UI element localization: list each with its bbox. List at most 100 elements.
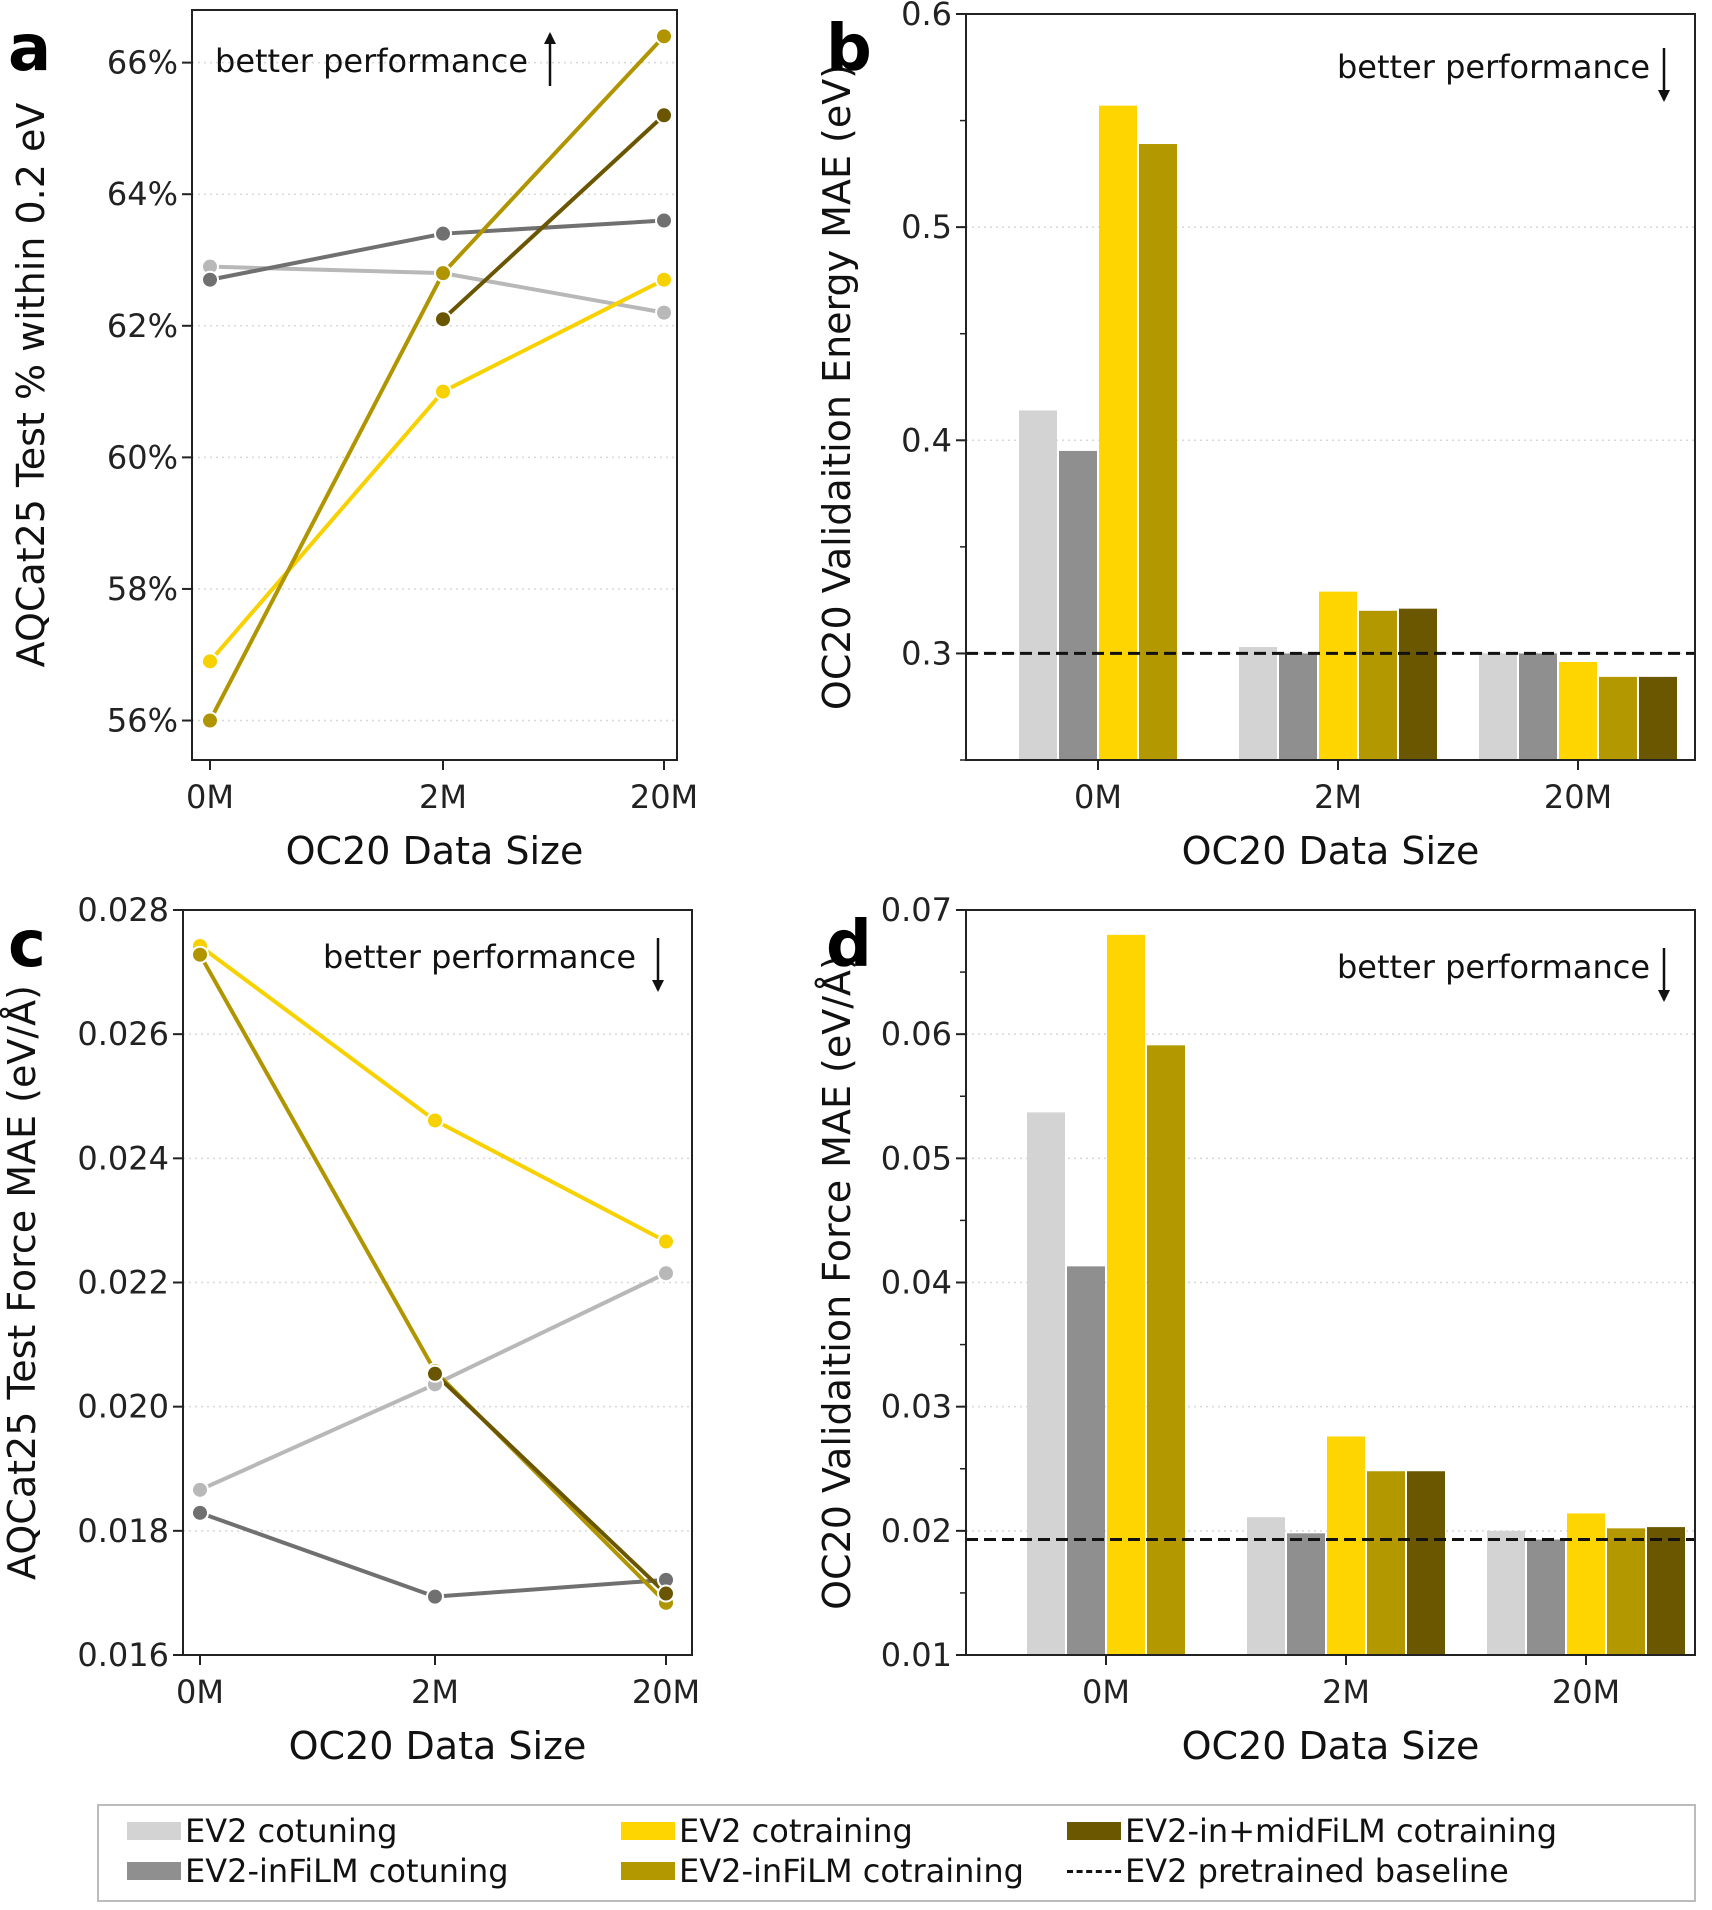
legend-label: EV2-inFiLM cotuning: [185, 1852, 509, 1890]
y-tick-label: 0.4: [901, 421, 952, 459]
x-axis-label: OC20 Data Size: [286, 829, 584, 873]
y-tick-label: 0.5: [901, 208, 952, 246]
x-tick-label: 20M: [1552, 1673, 1620, 1711]
y-axis-label: AQCat25 Test % within 0.2 eV: [9, 103, 53, 668]
x-tick-label: 0M: [186, 778, 234, 816]
arrow-head: [1658, 90, 1670, 102]
point: [191, 1503, 209, 1522]
bar: [1519, 653, 1557, 760]
bar: [1647, 1527, 1685, 1655]
y-tick-label: 56%: [107, 702, 178, 740]
bar: [1599, 676, 1637, 760]
arrow-head: [1658, 990, 1670, 1002]
x-axis-label: OC20 Data Size: [1182, 829, 1480, 873]
bar: [1567, 1513, 1605, 1655]
point: [655, 27, 673, 46]
y-tick-label: 0.05: [881, 1139, 952, 1177]
x-tick-label: 0M: [1074, 778, 1122, 816]
legend-label: EV2 cotraining: [679, 1812, 913, 1850]
y-tick-label: 0.01: [881, 1636, 952, 1674]
bar: [1399, 608, 1437, 760]
panel-a: 56% 58% 60% 62% 64% 66% 0M 2M 20M OC20 Data Size A…: [8, 9, 698, 873]
legend-item-ev2-cotraining: EV2 cotraining: [621, 1812, 913, 1850]
point: [191, 945, 209, 964]
point: [426, 1111, 444, 1130]
legend-item-ev2-infilm-cotraining: EV2-inFiLM cotraining: [621, 1852, 1024, 1890]
point: [201, 652, 219, 671]
annotation: better performance: [215, 42, 528, 80]
y-axis-label: AQCat25 Test Force MAE (eV/Å): [0, 985, 44, 1580]
axes-frame: [182, 909, 693, 1656]
bar: [1607, 1528, 1645, 1655]
point: [655, 303, 673, 322]
bar: [1239, 647, 1277, 760]
y-tick-label: 0.024: [77, 1139, 169, 1177]
bar: [1139, 144, 1177, 760]
x-tick-label: 20M: [630, 778, 698, 816]
bar: [1639, 676, 1677, 760]
panel-letter: c: [8, 908, 46, 982]
point: [201, 711, 219, 730]
panel-letter: d: [826, 908, 872, 982]
bar: [1359, 610, 1397, 760]
legend-item-ev2-in-midfilm-cotraining: EV2-in+midFiLM cotraining: [1067, 1812, 1557, 1850]
x-tick-label: 2M: [411, 1673, 459, 1711]
y-tick-label: 0.018: [77, 1512, 169, 1550]
y-tick-label: 0.022: [77, 1264, 169, 1302]
y-tick-label: 0.02: [881, 1512, 952, 1550]
y-tick-label: 0.026: [77, 1015, 169, 1053]
legend-swatch: [1067, 1822, 1121, 1840]
x-axis-label: OC20 Data Size: [1182, 1724, 1480, 1768]
series-line: [208, 277, 665, 663]
legend-item-ev2-infilm-cotuning: EV2-inFiLM cotuning: [127, 1852, 509, 1890]
y-tick-label: 0.03: [881, 1388, 952, 1426]
x-axis-label: OC20 Data Size: [289, 1724, 587, 1768]
y-tick-label: 58%: [107, 570, 178, 608]
point: [655, 211, 673, 230]
bar: [1099, 105, 1137, 760]
legend-swatch: [127, 1862, 181, 1880]
point: [426, 1364, 444, 1383]
x-tick-label: 2M: [1322, 1673, 1370, 1711]
bar: [1107, 934, 1145, 1655]
point: [657, 1232, 675, 1251]
y-tick-label: 66%: [107, 44, 178, 82]
series-line: [198, 953, 668, 1605]
bar: [1019, 410, 1057, 760]
annotation: better performance: [1337, 948, 1650, 986]
bar: [1407, 1471, 1445, 1655]
legend-item-ev2-pretrained-baseline: EV2 pretrained baseline: [1067, 1852, 1509, 1890]
legend-label: EV2-in+midFiLM cotraining: [1125, 1812, 1558, 1850]
point: [434, 310, 452, 329]
legend-label: EV2 cotuning: [185, 1812, 398, 1850]
y-tick-label: 0.04: [881, 1264, 952, 1302]
y-axis-label: OC20 Validaition Force MAE (eV/Å): [815, 955, 859, 1610]
legend-swatch: [621, 1822, 675, 1840]
axes-frame: [965, 13, 1696, 761]
bar: [1479, 653, 1517, 760]
y-axis-label: OC20 Validaition Energy MAE (eV): [815, 64, 859, 710]
y-tick-label: 60%: [107, 438, 178, 476]
legend-label: EV2 pretrained baseline: [1125, 1852, 1509, 1890]
y-tick-label: 0.016: [77, 1636, 169, 1674]
y-tick-label: 0.6: [901, 0, 952, 33]
axes-frame: [191, 9, 678, 761]
point: [657, 1264, 675, 1283]
bar: [1487, 1530, 1525, 1655]
bar: [1327, 1436, 1365, 1655]
bar: [1367, 1471, 1405, 1655]
y-tick-label: 62%: [107, 307, 178, 345]
legend-swatch: [621, 1862, 675, 1880]
bar: [1067, 1266, 1105, 1655]
bar: [1147, 1045, 1185, 1655]
y-tick-label: 64%: [107, 175, 178, 213]
panel-letter: b: [826, 12, 872, 86]
panel-c: 0.016 0.018 0.020 0.022 0.024 0.026 0.028 0M 2M 2…: [0, 891, 700, 1768]
panel-b: 0.3 0.4 0.5 0.6 0M 2M 20M OC20 Data Size OC20 Va…: [815, 0, 1696, 873]
x-tick-label: 20M: [632, 1673, 700, 1711]
point: [434, 382, 452, 401]
point: [657, 1584, 675, 1603]
y-tick-label: 0.3: [901, 634, 952, 672]
arrow-head: [652, 980, 664, 992]
bar: [1059, 450, 1097, 760]
